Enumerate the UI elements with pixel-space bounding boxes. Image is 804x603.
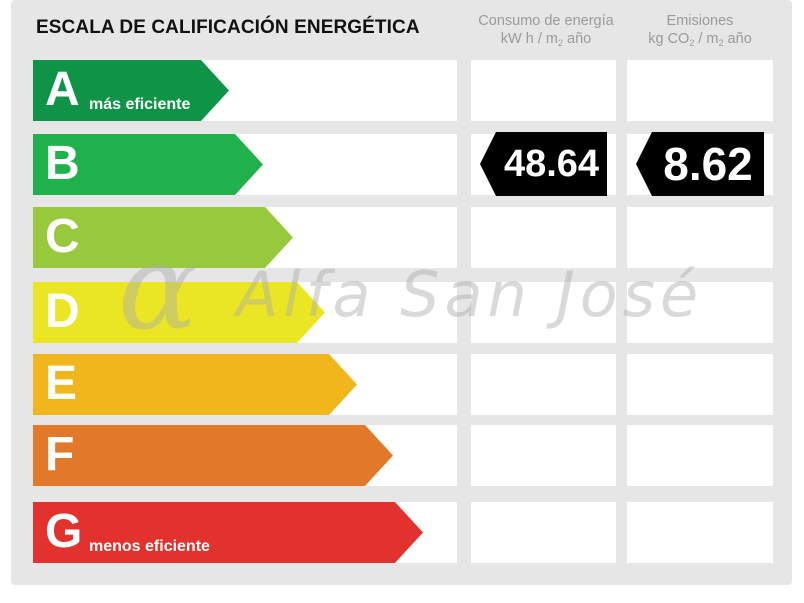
rating-letter: D [45,285,80,338]
rating-letter: A [45,63,80,116]
emissions-header-line2: kg CO2 / m2 año [648,31,752,48]
rating-bar-c: C [33,207,321,268]
rating-arrow-shape [33,60,229,121]
rating-arrow-shape [33,134,263,195]
emissions-cell [627,425,773,486]
consumption-cell [471,502,616,563]
emissions-cell [627,207,773,268]
consumption-cell [471,425,616,486]
rating-arrow-shape [33,502,423,563]
rating-arrow-shape [33,425,393,486]
rating-sublabel: más eficiente [89,96,191,113]
rating-bar-f: F [33,425,421,486]
consumption-value-badge: 48.64 [480,132,607,196]
emissions-header-line1: Emisiones [666,13,734,29]
consumption-header-line2: kW h / m2 año [500,31,592,48]
consumption-cell [471,282,616,343]
emissions-value-badge-value: 8.62 [663,138,753,190]
emissions-cell [627,502,773,563]
rating-letter: G [45,505,83,558]
rating-bar-e: E [33,354,385,415]
rating-arrow-shape [33,207,293,268]
rating-bar-d: D [33,282,353,343]
rating-letter: E [45,357,78,410]
consumption-value-badge-value: 48.64 [503,143,600,185]
emissions-column-header: Emisiones kg CO2 / m2 año [625,12,775,52]
rating-letter: C [45,210,80,263]
consumption-header-line1: Consumo de energía [478,13,614,29]
consumption-cell [471,207,616,268]
emissions-cell [627,60,773,121]
emissions-cell [627,282,773,343]
emissions-value-badge: 8.62 [636,132,764,196]
page-title: ESCALA DE CALIFICACIÓN ENERGÉTICA [36,17,420,38]
consumption-cell [471,60,616,121]
emissions-cell [627,354,773,415]
rating-bar-b: B [33,134,291,195]
consumption-cell [471,354,616,415]
rating-arrow-shape [33,354,357,415]
rating-letter: B [45,137,80,190]
rating-letter: F [45,428,75,481]
rating-arrow-shape [33,282,325,343]
consumption-column-header: Consumo de energía kW h / m2 año [471,12,621,52]
rating-sublabel: menos eficiente [89,538,210,555]
